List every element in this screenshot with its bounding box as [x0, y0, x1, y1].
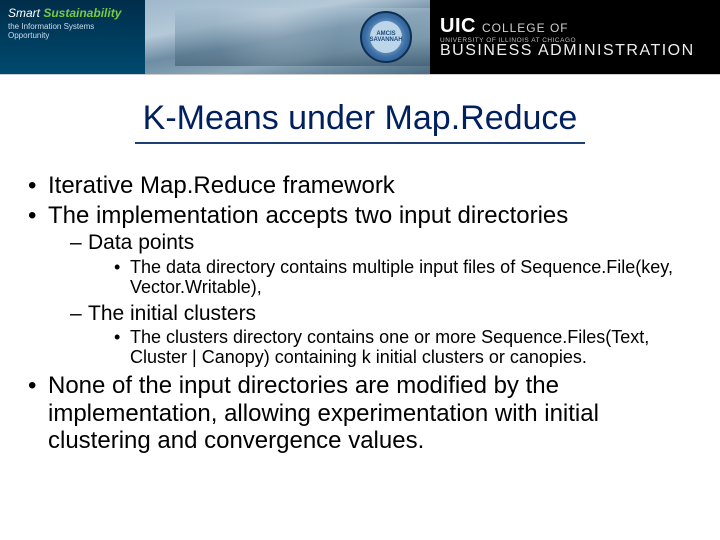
bullet-l1: The implementation accepts two input dir…: [28, 202, 700, 368]
bullet-list-l3: The clusters directory contains one or m…: [88, 328, 700, 368]
bullet-text: The clusters directory contains one or m…: [130, 327, 649, 367]
bullet-list: Iterative Map.Reduce framework The imple…: [20, 172, 700, 455]
slide-body: K-Means under Map.Reduce Iterative Map.R…: [0, 75, 720, 455]
banner-mid-image: AMCIS SAVANNAH: [145, 0, 430, 74]
ship-wheel-icon: AMCIS SAVANNAH: [360, 11, 412, 63]
bullet-list-l3: The data directory contains multiple inp…: [88, 258, 700, 298]
banner-left-panel: Smart Sustainability the Information Sys…: [0, 0, 145, 74]
bullet-text: The initial clusters: [88, 302, 256, 325]
uic-college-of: COLLEGE OF: [482, 21, 569, 35]
bullet-text: The data directory contains multiple inp…: [130, 257, 673, 297]
banner-left-title-part1: Smart: [8, 6, 43, 20]
header-banner: Smart Sustainability the Information Sys…: [0, 0, 720, 75]
bullet-text: Data points: [88, 231, 194, 254]
banner-left-subtitle: the Information Systems Opportunity: [8, 22, 137, 40]
slide-title: K-Means under Map.Reduce: [135, 99, 586, 144]
bullet-text: None of the input directories are modifi…: [48, 372, 599, 454]
bullet-text: Iterative Map.Reduce framework: [48, 172, 395, 199]
banner-left-title-green: Sustainability: [43, 6, 121, 20]
wheel-text: AMCIS SAVANNAH: [369, 31, 402, 43]
uic-logo: UIC: [440, 15, 476, 38]
title-wrap: K-Means under Map.Reduce: [20, 75, 700, 172]
bullet-l3: The data directory contains multiple inp…: [114, 258, 700, 298]
bullet-text: The implementation accepts two input dir…: [48, 202, 568, 229]
bullet-l1: Iterative Map.Reduce framework: [28, 172, 700, 200]
uic-top-row: UIC COLLEGE OF: [440, 15, 710, 38]
bullet-list-l2: Data points The data directory contains …: [48, 231, 700, 368]
bullet-l3: The clusters directory contains one or m…: [114, 328, 700, 368]
bullet-l1: None of the input directories are modifi…: [28, 372, 700, 455]
banner-left-title: Smart Sustainability: [8, 6, 137, 20]
banner-right-panel: UIC COLLEGE OF UNIVERSITY OF ILLINOIS AT…: [430, 0, 720, 74]
uic-business-admin: BUSINESS ADMINISTRATION: [440, 42, 710, 60]
bullet-l2: Data points The data directory contains …: [70, 231, 700, 297]
bullet-l2: The initial clusters The clusters direct…: [70, 302, 700, 368]
